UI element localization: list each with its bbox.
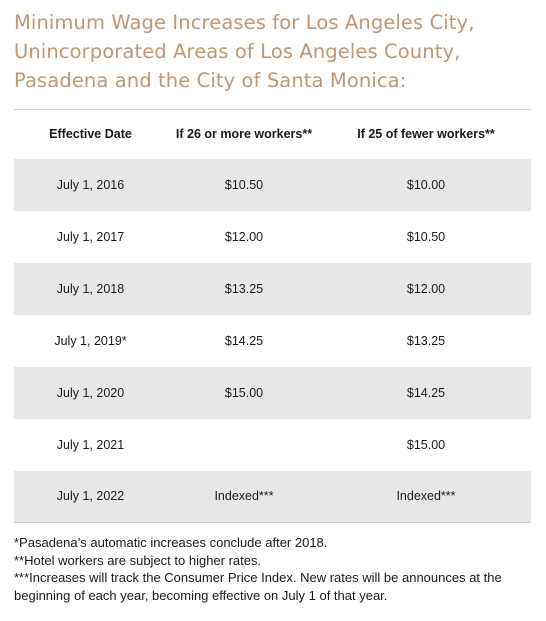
table-row: July 1, 2018 $13.25 $12.00 [14,262,531,315]
table-header-row: Effective Date If 26 or more workers** I… [14,109,531,159]
table-row: July 1, 2019* $14.25 $13.25 [14,315,531,367]
cell-26-plus: Indexed*** [214,489,274,504]
footnote-cpi: ***Increases will track the Consumer Pri… [14,570,502,603]
table-row: July 1, 2021 $15.00 [14,419,531,471]
cell-25-less: $14.25 [406,385,446,400]
cell-25-less: $12.00 [406,281,446,296]
cell-date: July 1, 2019* [54,333,127,348]
footnote-hotel-workers: **Hotel workers are subject to higher ra… [14,552,262,568]
title-line-3: Pasadena and the City of Santa Monica: [14,69,407,92]
header-25-or-fewer: If 25 of fewer workers** [357,127,495,142]
cell-26-plus: $15.00 [224,385,264,400]
cell-date: July 1, 2022 [56,489,125,504]
footnote-pasadena: *Pasadena’s automatic increases conclude… [14,535,328,550]
table-row: July 1, 2020 $15.00 $14.25 [14,366,531,419]
cell-date: July 1, 2016 [56,177,125,192]
table-row: July 1, 2016 $10.50 $10.00 [14,158,531,211]
footnotes: *Pasadena’s automatic increases conclude… [14,534,534,604]
table-row: July 1, 2017 $12.00 $10.50 [14,211,531,263]
header-26-or-more: If 26 or more workers** [175,127,313,142]
header-effective-date: Effective Date [49,127,132,142]
cell-25-less: Indexed*** [396,489,456,504]
cell-25-less: $15.00 [406,437,446,452]
page-title: Minimum Wage Increases for Los Angeles C… [14,8,534,95]
title-line-2: Unincorporated Areas of Los Angeles Coun… [14,40,461,63]
wage-table-container: Effective Date If 26 or more workers** I… [14,109,531,523]
wage-table: Effective Date If 26 or more workers** I… [14,109,531,523]
cell-26-plus: $12.00 [224,229,264,244]
cell-26-plus: $14.25 [224,333,264,348]
title-line-1: Minimum Wage Increases for Los Angeles C… [14,11,475,34]
cell-date: July 1, 2021 [56,437,125,452]
cell-26-plus: $13.25 [224,281,264,296]
cell-date: July 1, 2017 [56,229,125,244]
cell-25-less: $10.00 [406,177,446,192]
cell-date: July 1, 2018 [56,281,125,296]
table-row: July 1, 2022 Indexed*** Indexed*** [14,470,531,523]
cell-25-less: $13.25 [406,333,446,348]
cell-25-less: $10.50 [406,229,446,244]
cell-date: July 1, 2020 [56,385,125,400]
cell-26-plus [167,419,321,471]
cell-26-plus: $10.50 [224,177,264,192]
